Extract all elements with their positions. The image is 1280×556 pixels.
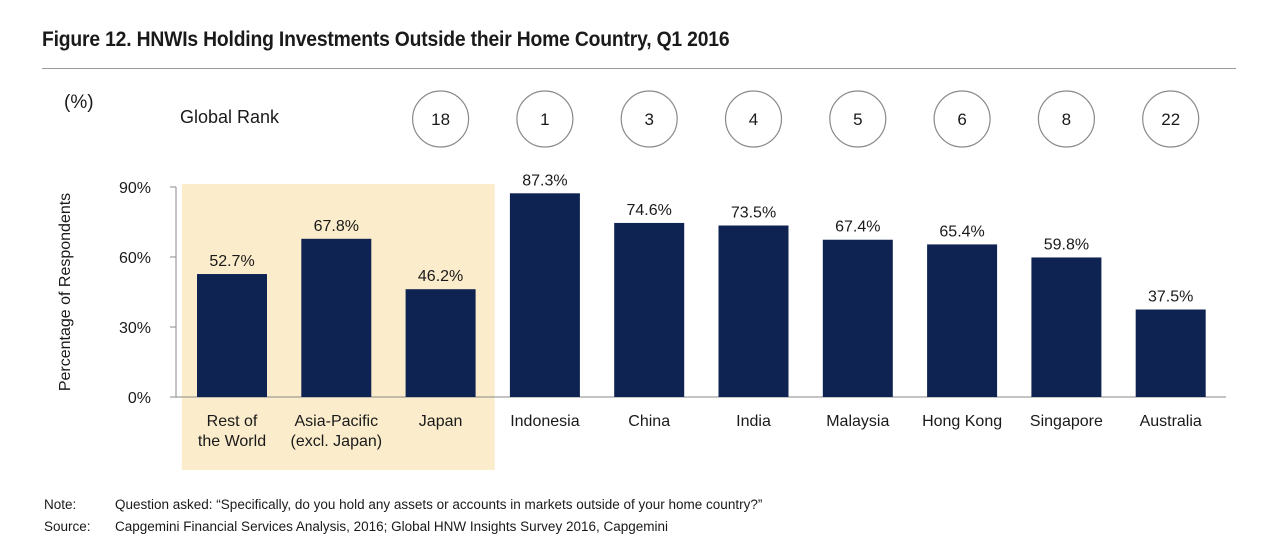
rank-circle [933,90,991,148]
bar [927,244,998,397]
value-label: 67.8% [314,218,359,235]
category-label: Indonesia [510,413,579,430]
bar [301,238,372,397]
rank-circle [412,90,470,148]
bar [1031,257,1102,397]
bar [405,289,476,397]
note-label: Note: [44,497,77,512]
category-label: Japan [419,413,463,430]
value-label: 73.5% [731,205,776,222]
value-label: 59.8% [1044,236,1089,253]
category-label: China [628,413,670,430]
source-text: Capgemini Financial Services Analysis, 2… [115,519,669,534]
y-tick-label: 90% [119,180,151,197]
bar [509,193,580,397]
category-label: the World [198,433,266,450]
value-label: 52.7% [209,253,254,270]
category-label: India [736,413,771,430]
bar [718,225,789,397]
category-label: Malaysia [826,413,889,430]
source-label: Source: [44,519,91,534]
y-tick-label: 0% [128,390,151,407]
value-label: 67.4% [835,219,880,236]
bar [1135,309,1206,397]
value-label: 74.6% [627,202,672,219]
category-label: Asia-Pacific [295,413,379,430]
value-label: 87.3% [522,172,567,189]
y-tick-label: 30% [119,320,151,337]
title-divider [42,68,1236,69]
rank-value: 22 [1161,110,1180,129]
category-label: Australia [1140,413,1202,430]
bar [822,239,893,397]
rank-value: 3 [644,110,653,129]
rank-value: 1 [540,110,549,129]
rank-value: 4 [749,110,758,129]
bar [614,222,685,397]
value-label: 37.5% [1148,289,1193,306]
rank-value: 18 [431,110,450,129]
category-label: Hong Kong [922,413,1002,430]
value-label: 46.2% [418,268,463,285]
rank-value: 8 [1062,110,1071,129]
category-label: (excl. Japan) [291,433,383,450]
value-label: 65.4% [939,223,984,240]
chart-title: Figure 12. HNWIs Holding Investments Out… [42,28,730,51]
category-label: Rest of [207,413,258,430]
rank-circle [516,90,574,148]
unit-label: (%) [64,92,94,113]
y-tick-label: 60% [119,250,151,267]
bar [197,274,267,397]
rank-circle [620,90,678,148]
rank-value: 5 [853,110,862,129]
rank-value: 6 [957,110,966,129]
rank-circle [1037,90,1096,148]
rank-circle [724,90,783,148]
y-axis-label: Percentage of Respondents [57,193,74,391]
note-text: Question asked: “Specifically, do you ho… [115,497,763,512]
category-label: Singapore [1030,413,1103,430]
rank-circle [829,90,887,148]
global-rank-label: Global Rank [180,107,280,127]
rank-circle [1142,90,1200,148]
